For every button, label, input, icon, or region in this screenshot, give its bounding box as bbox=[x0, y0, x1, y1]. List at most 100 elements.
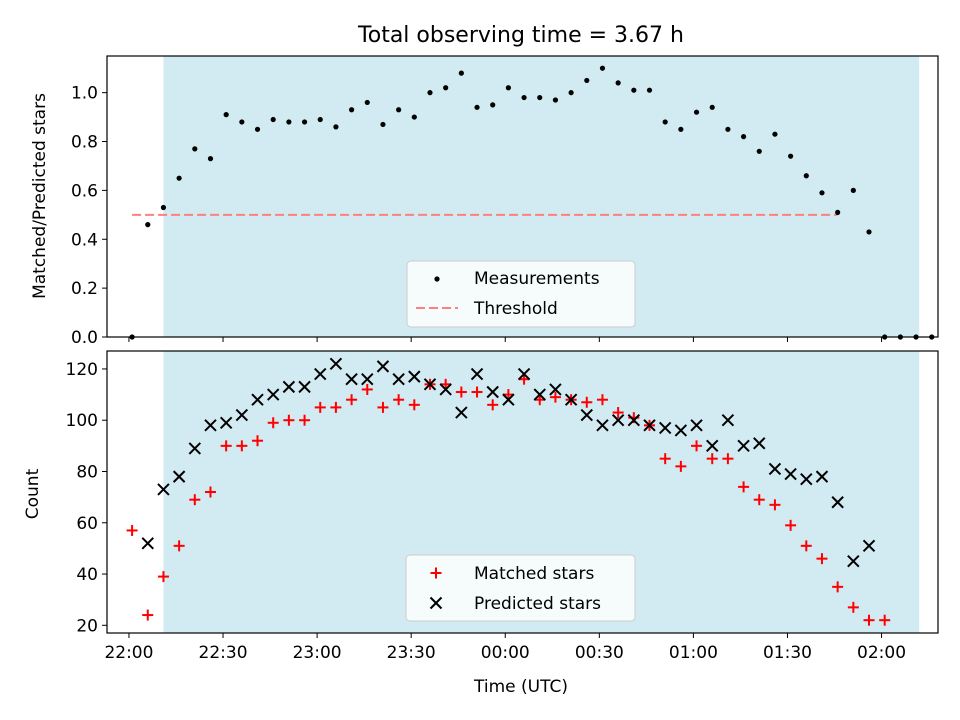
bottom-x-ticks: 22:00 22:30 23:00 23:30 00:00 00:30 01:00 01:30… bbox=[104, 633, 906, 663]
measurements-legend-label: Measurements bbox=[474, 269, 600, 289]
bottom-y-tick-label: 60 bbox=[76, 514, 98, 534]
predicted-star-point bbox=[502, 393, 515, 406]
predicted-star-point bbox=[627, 414, 641, 427]
measurement-point bbox=[866, 229, 872, 235]
figure-title: Total observing time = 3.67 h bbox=[357, 23, 684, 48]
bottom-y-axis-label: Count bbox=[23, 468, 43, 519]
matched-star-point bbox=[142, 609, 154, 621]
predicted-star-point bbox=[172, 470, 186, 483]
predicted-star-point bbox=[408, 370, 421, 383]
measurement-point bbox=[678, 126, 684, 132]
predicted-star-point bbox=[768, 462, 782, 476]
bottom-axes-frame bbox=[106, 350, 939, 634]
matched-star-point bbox=[173, 540, 185, 552]
matched-star-point bbox=[879, 614, 891, 626]
predicted-star-point bbox=[690, 419, 703, 432]
bottom-y-tick-label: 80 bbox=[76, 462, 98, 482]
measurement-point bbox=[458, 70, 464, 76]
predicted-star-point bbox=[157, 483, 170, 496]
predicted-star-point bbox=[580, 408, 593, 422]
matched-star-point bbox=[659, 453, 671, 465]
measurement-point bbox=[788, 153, 794, 159]
matched-star-point bbox=[691, 440, 703, 452]
measurement-point bbox=[803, 173, 809, 179]
measurement-point bbox=[646, 87, 653, 93]
matched-star-point bbox=[753, 494, 765, 506]
predicted-star-point bbox=[392, 372, 405, 386]
measurement-points bbox=[129, 65, 935, 340]
x-tick-label: 22:30 bbox=[199, 643, 248, 663]
bottom-legend: Matched stars Predicted stars bbox=[405, 554, 636, 622]
matched-stars-legend-marker bbox=[430, 567, 442, 579]
predicted-star-point bbox=[439, 383, 452, 396]
measurement-point bbox=[254, 126, 261, 132]
matched-star-point bbox=[502, 389, 514, 401]
predicted-star-point bbox=[611, 414, 625, 427]
predicted-star-point bbox=[847, 555, 860, 568]
predicted-star-point bbox=[361, 372, 374, 386]
measurement-point bbox=[427, 90, 433, 96]
matched-star-point bbox=[675, 460, 687, 472]
predicted-star-point bbox=[423, 378, 437, 391]
x-tick-label: 00:30 bbox=[575, 643, 624, 663]
matched-star-point bbox=[518, 373, 530, 385]
matched-star-point bbox=[471, 386, 483, 398]
matched-star-point bbox=[534, 394, 546, 406]
predicted-star-point bbox=[298, 380, 311, 394]
matched-star-point bbox=[189, 494, 201, 506]
top-y-tick-label: 0.0 bbox=[71, 328, 98, 348]
predicted-star-point bbox=[282, 380, 296, 394]
matched-star-point bbox=[204, 486, 216, 498]
measurement-point bbox=[615, 80, 621, 86]
measurement-point bbox=[145, 222, 151, 228]
top-y-tick-label: 0.6 bbox=[71, 181, 98, 201]
matched-star-point bbox=[738, 481, 750, 493]
predicted-star-point bbox=[737, 439, 750, 453]
predicted-star-point bbox=[753, 437, 766, 450]
measurement-point bbox=[631, 87, 637, 93]
matched-star-point bbox=[455, 386, 467, 398]
matched-star-point bbox=[267, 417, 279, 429]
measurement-point bbox=[301, 119, 308, 125]
top-legend-box bbox=[406, 260, 636, 328]
matched-star-point bbox=[549, 391, 561, 403]
bottom-y-tick-label: 20 bbox=[76, 616, 98, 636]
predicted-star-point bbox=[329, 357, 343, 371]
predicted-star-point bbox=[314, 367, 327, 381]
predicted-star-point bbox=[219, 416, 233, 429]
measurement-point bbox=[239, 119, 245, 125]
predicted-star-point bbox=[470, 367, 484, 381]
top-x-ticks bbox=[128, 337, 883, 342]
matched-star-point bbox=[252, 435, 264, 447]
matched-star-point bbox=[487, 399, 499, 411]
measurement-point bbox=[505, 85, 511, 91]
predicted-star-point bbox=[141, 537, 154, 550]
threshold-legend-label: Threshold bbox=[473, 299, 558, 319]
measurement-point bbox=[835, 209, 841, 215]
measurement-point bbox=[160, 204, 167, 211]
predicted-star-point bbox=[533, 388, 546, 401]
measurement-point bbox=[396, 107, 402, 113]
count-panel: 20 40 60 80 100 120 22:00 22:30 23:00 23:30 00:00… bbox=[23, 350, 939, 697]
predicted-stars-legend-label: Predicted stars bbox=[474, 594, 601, 614]
matched-star-point bbox=[236, 440, 248, 452]
measurement-point bbox=[348, 107, 355, 113]
measurement-point bbox=[207, 156, 214, 162]
matched-star-point bbox=[299, 414, 311, 426]
measurement-point bbox=[709, 104, 715, 110]
measurement-point bbox=[411, 114, 417, 120]
matched-star-point bbox=[346, 394, 358, 406]
measurement-point bbox=[286, 119, 292, 125]
predicted-star-point bbox=[251, 393, 264, 406]
measurement-point bbox=[740, 134, 747, 140]
measurement-point bbox=[552, 97, 559, 103]
matched-stars-points bbox=[126, 373, 891, 626]
measurement-point bbox=[662, 119, 668, 125]
bottom-y-tick-label: 120 bbox=[66, 360, 98, 380]
x-tick-label: 02:00 bbox=[857, 643, 906, 663]
matched-legend-plus bbox=[430, 567, 442, 579]
measurement-point bbox=[317, 116, 323, 123]
matched-star-point bbox=[377, 401, 389, 413]
matched-star-point bbox=[157, 571, 169, 583]
